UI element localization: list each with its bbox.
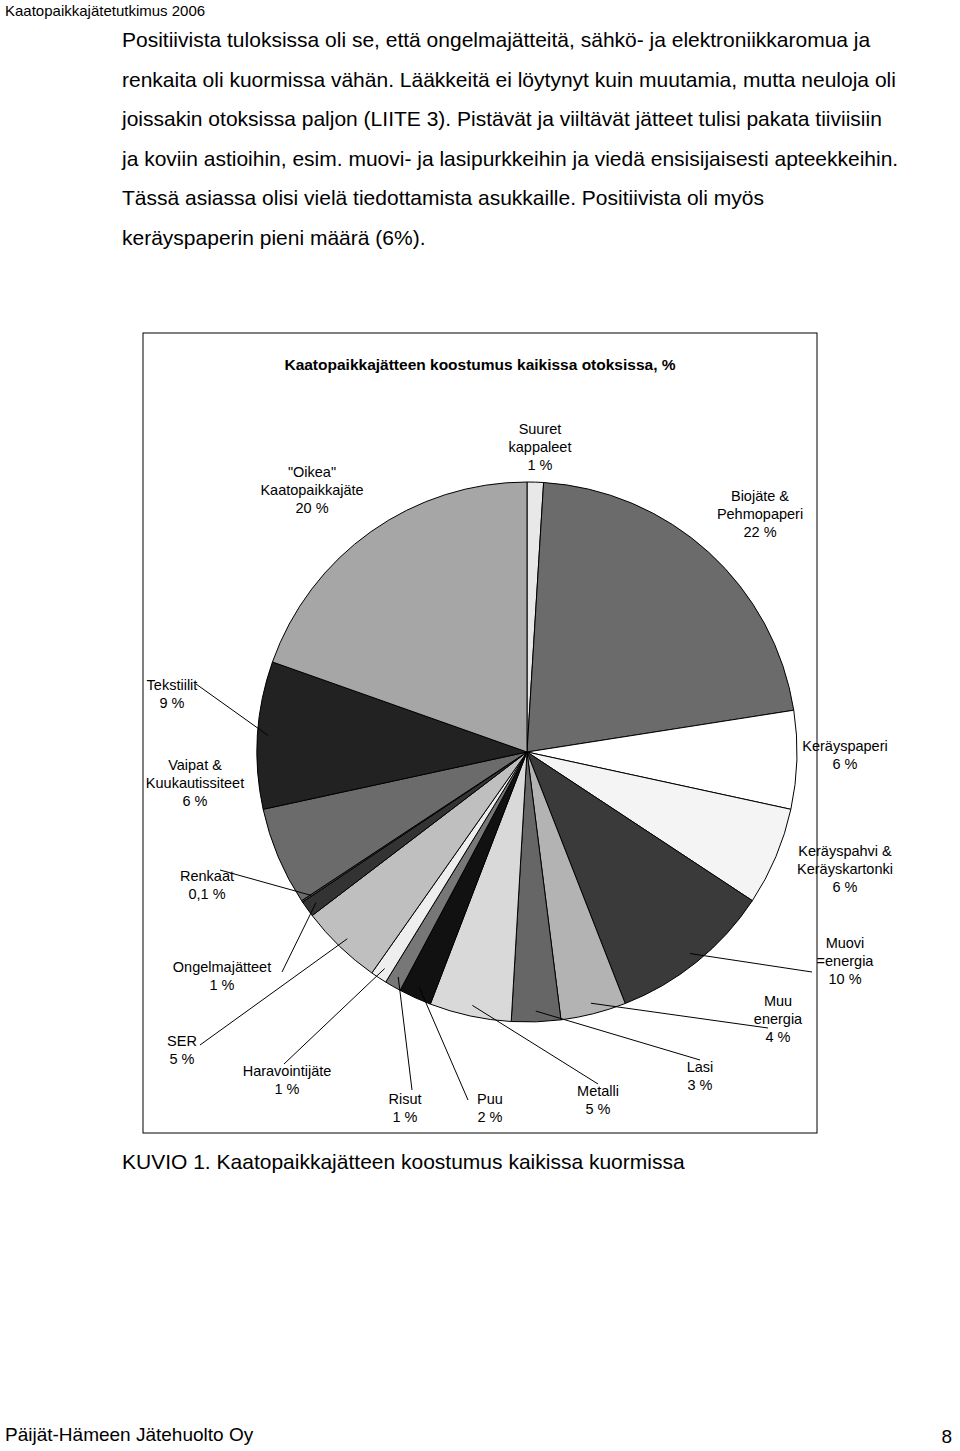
slice-name: Tekstiilit — [127, 676, 217, 694]
slice-name: SER — [157, 1032, 207, 1050]
slice-value: 5 % — [157, 1050, 207, 1068]
slice-name: Ongelmajätteet — [157, 958, 287, 976]
data-label: Muovi =energia10 % — [803, 934, 888, 988]
paragraph-line: renkaita oli kuormissa vähän. Lääkkeitä … — [122, 68, 896, 92]
paragraph-line: ja koviin astioihin, esim. muovi- ja las… — [122, 147, 898, 171]
leader-line — [419, 988, 468, 1100]
slice-name: Keräyspahvi & Keräyskartonki — [775, 842, 915, 878]
data-label: Biojäte & Pehmopaperi22 % — [698, 487, 823, 541]
paragraph-line: Tässä asiassa olisi vielä tiedottamista … — [122, 186, 764, 210]
chart-svg — [0, 0, 960, 1451]
slice-value: 2 % — [465, 1108, 515, 1126]
slice-value: 6 % — [780, 755, 910, 773]
data-label: Puu2 % — [465, 1090, 515, 1126]
slice-value: 1 % — [495, 456, 585, 474]
pie — [257, 482, 797, 1022]
slice-value: 3 % — [670, 1076, 730, 1094]
chart-title: Kaatopaikkajätteen koostumus kaikissa ot… — [143, 356, 817, 374]
slice-value: 1 % — [380, 1108, 430, 1126]
caption: KUVIO 1. Kaatopaikkajätteen koostumus ka… — [122, 1150, 685, 1174]
leader-line — [536, 1011, 700, 1060]
slice-value: 5 % — [563, 1100, 633, 1118]
leader-line — [591, 1003, 768, 1028]
slice-name: Puu — [465, 1090, 515, 1108]
data-label: Ongelmajätteet1 % — [157, 958, 287, 994]
data-label: Risut1 % — [380, 1090, 430, 1126]
slice-name: Renkaat — [167, 867, 247, 885]
chart-frame — [143, 333, 817, 1133]
slice-name: Muovi =energia — [803, 934, 888, 970]
slice-name: Risut — [380, 1090, 430, 1108]
slice-value: 22 % — [698, 523, 823, 541]
data-label: Vaipat & Kuukautissiteet6 % — [130, 756, 260, 810]
data-label: Lasi3 % — [670, 1058, 730, 1094]
data-label: Keräyspaperi6 % — [780, 737, 910, 773]
data-label: Muu energia4 % — [741, 992, 816, 1046]
slice-name: Muu energia — [741, 992, 816, 1028]
leader-line — [690, 954, 812, 972]
slice-value: 4 % — [741, 1028, 816, 1046]
data-label: SER5 % — [157, 1032, 207, 1068]
leader-line — [196, 684, 268, 736]
footer-left: Päijät-Hämeen Jätehuolto Oy — [5, 1424, 253, 1446]
leader-line — [284, 969, 385, 1064]
data-label: "Oikea" Kaatopaikkajäte20 % — [247, 463, 377, 517]
slice-value: 1 % — [227, 1080, 347, 1098]
data-label: Suuret kappaleet1 % — [495, 420, 585, 474]
slice-name: Metalli — [563, 1082, 633, 1100]
slice-name: Haravointijäte — [227, 1062, 347, 1080]
data-label: Haravointijäte1 % — [227, 1062, 347, 1098]
slice-name: Vaipat & Kuukautissiteet — [130, 756, 260, 792]
leader-line — [472, 1005, 598, 1084]
slice-name: "Oikea" Kaatopaikkajäte — [247, 463, 377, 499]
slice-value: 10 % — [803, 970, 888, 988]
data-label: Metalli5 % — [563, 1082, 633, 1118]
slice-value: 9 % — [127, 694, 217, 712]
header-title: Kaatopaikkajätetutkimus 2006 — [5, 2, 205, 19]
paragraph-line: joissakin otoksissa paljon (LIITE 3). Pi… — [122, 107, 882, 131]
leader-line — [398, 977, 412, 1090]
paragraph-line: keräyspaperin pieni määrä (6%). — [122, 226, 425, 250]
slice-value: 0,1 % — [167, 885, 247, 903]
slice-value: 6 % — [775, 878, 915, 896]
paragraph-line: Positiivista tuloksissa oli se, että ong… — [122, 28, 870, 52]
page-number: 8 — [941, 1426, 952, 1448]
data-label: Renkaat0,1 % — [167, 867, 247, 903]
data-label: Tekstiilit9 % — [127, 676, 217, 712]
slice-name: Suuret kappaleet — [495, 420, 585, 456]
data-label: Keräyspahvi & Keräyskartonki6 % — [775, 842, 915, 896]
slice-name: Biojäte & Pehmopaperi — [698, 487, 823, 523]
slice-value: 1 % — [157, 976, 287, 994]
pie-slice — [527, 483, 794, 752]
leader-line — [282, 903, 316, 972]
slice-name: Keräyspaperi — [780, 737, 910, 755]
slice-name: Lasi — [670, 1058, 730, 1076]
slice-value: 6 % — [130, 792, 260, 810]
slice-value: 20 % — [247, 499, 377, 517]
pie-slice — [272, 482, 527, 752]
